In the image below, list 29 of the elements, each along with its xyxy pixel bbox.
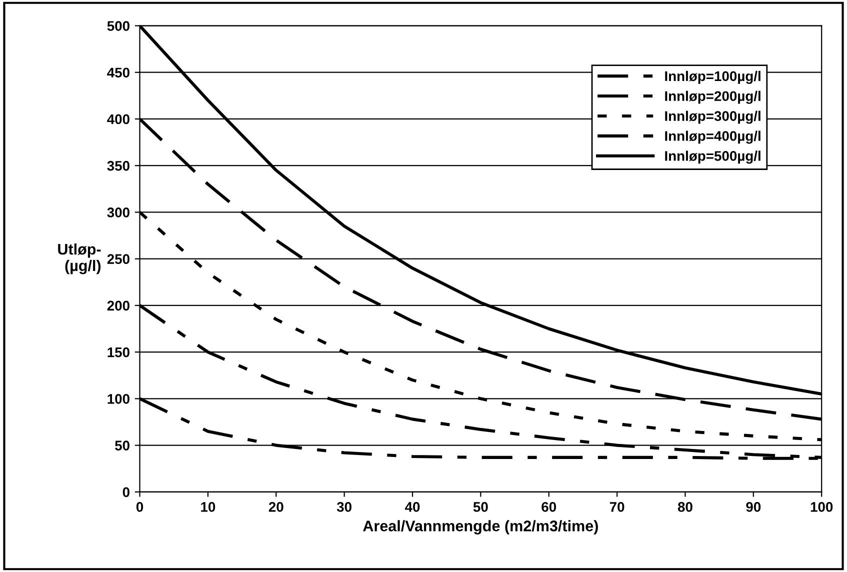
x-tick-label: 80 [678,502,692,512]
y-tick-label: 100 [108,394,130,404]
y-tick-label: 0 [122,487,130,498]
y-tick-label: 500 [107,21,130,31]
x-tick-label: 70 [610,502,624,512]
x-tick-label: 100 [810,502,833,512]
x-tick-label: 30 [336,502,352,512]
y-axis-title: Utløp- (µg/l) [58,243,101,274]
x-tick-label: 60 [542,502,556,512]
x-axis-title: Areal/Vannmengde (m2/m3/time) [363,520,598,534]
y-tick-label: 400 [107,114,130,124]
y-tick-label: 250 [107,254,130,264]
legend-label: Innløp=400µg/l [665,130,760,144]
x-tick-label: 0 [136,502,144,512]
legend-label: Innløp=300µg/l [665,110,760,124]
y-tick-label: 200 [107,300,130,311]
legend-label: Innløp=500µg/l [665,150,760,164]
legend-label: Innløp=100µg/l [665,70,760,84]
x-tick-label: 20 [268,502,284,512]
y-tick-label: 450 [107,68,130,78]
y-tick-label: 300 [107,208,130,218]
y-tick-label: 50 [115,440,130,450]
y-tick-label: 350 [107,160,130,171]
x-tick-label: 10 [201,502,216,512]
x-tick-label: 40 [404,502,420,512]
legend-label: Innløp=200µg/l [665,90,760,104]
x-tick-label: 90 [746,502,761,512]
y-tick-label: 150 [108,347,130,358]
x-tick-label: 50 [473,502,488,512]
